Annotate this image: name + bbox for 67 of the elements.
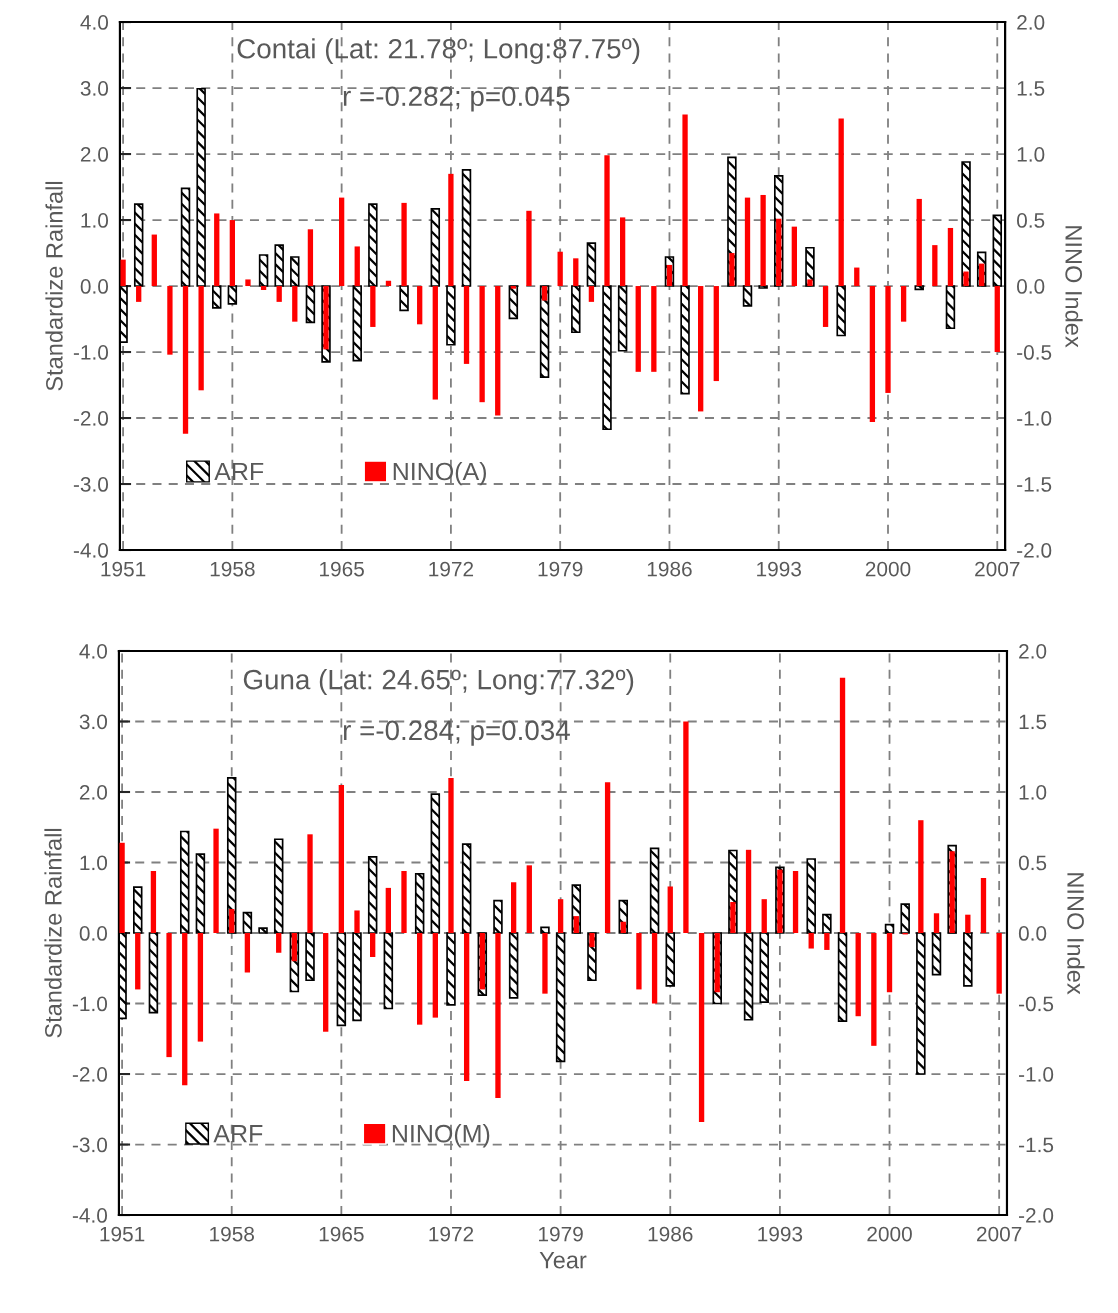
y-tick-label: 4.0: [80, 15, 109, 30]
y2-tick-label: 1.0: [1017, 147, 1045, 162]
text: r =-0.282; p=0.045: [343, 86, 570, 112]
x-tick-label: 1965: [319, 1226, 364, 1242]
x-tick-label: 2000: [865, 561, 911, 577]
y-tick-label: -1.0: [72, 996, 108, 1012]
x-tick-label: 1979: [539, 1226, 583, 1242]
x-tick-label: 1958: [210, 561, 255, 577]
legend-label: ARF: [214, 462, 264, 481]
y2-tick-label: 0.0: [1017, 279, 1045, 294]
x-tick-label: 1951: [101, 561, 146, 577]
x-tick-label: 2007: [975, 561, 1020, 577]
y2-tick-label: -0.5: [1019, 996, 1054, 1012]
y2-axis-title: NINO Index: [1065, 226, 1083, 348]
y-tick-label: 3.0: [80, 81, 109, 96]
y2-tick-label: 2.0: [1017, 15, 1045, 30]
x-tick-label: 1972: [429, 1226, 474, 1242]
y-tick-label: 1.0: [81, 213, 109, 228]
y2-tick-label: 0.5: [1017, 213, 1045, 228]
y-tick-label: -1.0: [73, 345, 109, 360]
y-tick-label: 3.0: [79, 714, 108, 730]
x-tick-label: 1951: [100, 1226, 145, 1242]
y2-tick-label: -1.0: [1019, 1067, 1054, 1082]
legend-label: ARF: [213, 1125, 263, 1143]
y2-tick-label: 0.0: [1018, 926, 1047, 941]
y2-tick-label: 0.5: [1018, 855, 1047, 871]
y2-tick-label: -2.0: [1019, 1208, 1054, 1223]
y-axis-title: Standardize Rainfall: [44, 828, 62, 1038]
y2-tick-label: -1.5: [1019, 1137, 1054, 1153]
y-tick-label: -4.0: [73, 543, 109, 558]
x-tick-label: 2000: [867, 1226, 912, 1242]
x-tick-label: 1972: [429, 561, 474, 577]
x-tick-label: 1993: [758, 1226, 803, 1242]
y-tick-label: -2.0: [73, 411, 109, 426]
y2-tick-label: -0.5: [1017, 345, 1052, 360]
y2-tick-label: -1.0: [1017, 411, 1052, 426]
y2-tick-label: 1.0: [1019, 785, 1047, 800]
text: r =-0.284; p=0.034: [343, 720, 570, 746]
y-tick-label: 4.0: [79, 643, 108, 659]
y2-tick-label: 1.5: [1017, 81, 1045, 96]
x-axis-title: Year: [539, 1252, 587, 1269]
y2-tick-label: 2.0: [1019, 643, 1047, 659]
x-tick-label: 1986: [648, 1226, 693, 1242]
y2-tick-label: -2.0: [1017, 543, 1052, 558]
y-tick-label: -3.0: [72, 1137, 108, 1153]
y-tick-label: 2.0: [79, 785, 108, 800]
y-tick-label: -2.0: [72, 1067, 108, 1082]
y-tick-label: 1.0: [80, 855, 108, 871]
y-tick-label: -3.0: [73, 477, 109, 492]
legend-label: NINO(A): [393, 461, 486, 486]
y-axis-title: Standardize Rainfall: [45, 181, 63, 391]
x-tick-label: 1993: [757, 561, 801, 577]
y2-tick-label: 1.5: [1019, 714, 1047, 730]
y-tick-label: 0.0: [79, 926, 108, 941]
x-tick-label: 1979: [538, 561, 583, 577]
x-tick-label: 1958: [210, 1226, 254, 1242]
legend-label: NINO(M): [392, 1124, 490, 1148]
text: Guna (Lat: 24.65º; Long:77.32º): [243, 669, 634, 695]
x-tick-label: 1986: [647, 561, 692, 577]
y-tick-label: 2.0: [80, 147, 109, 162]
y2-tick-label: -1.5: [1017, 477, 1052, 492]
x-tick-label: 1965: [320, 561, 364, 577]
x-tick-label: 2007: [977, 1226, 1022, 1242]
y-tick-label: -4.0: [72, 1208, 108, 1223]
text: Contai (Lat: 21.78º; Long:87.75º): [237, 38, 640, 65]
y2-axis-title: NINO Index: [1067, 873, 1085, 995]
y-tick-label: 0.0: [80, 279, 109, 294]
